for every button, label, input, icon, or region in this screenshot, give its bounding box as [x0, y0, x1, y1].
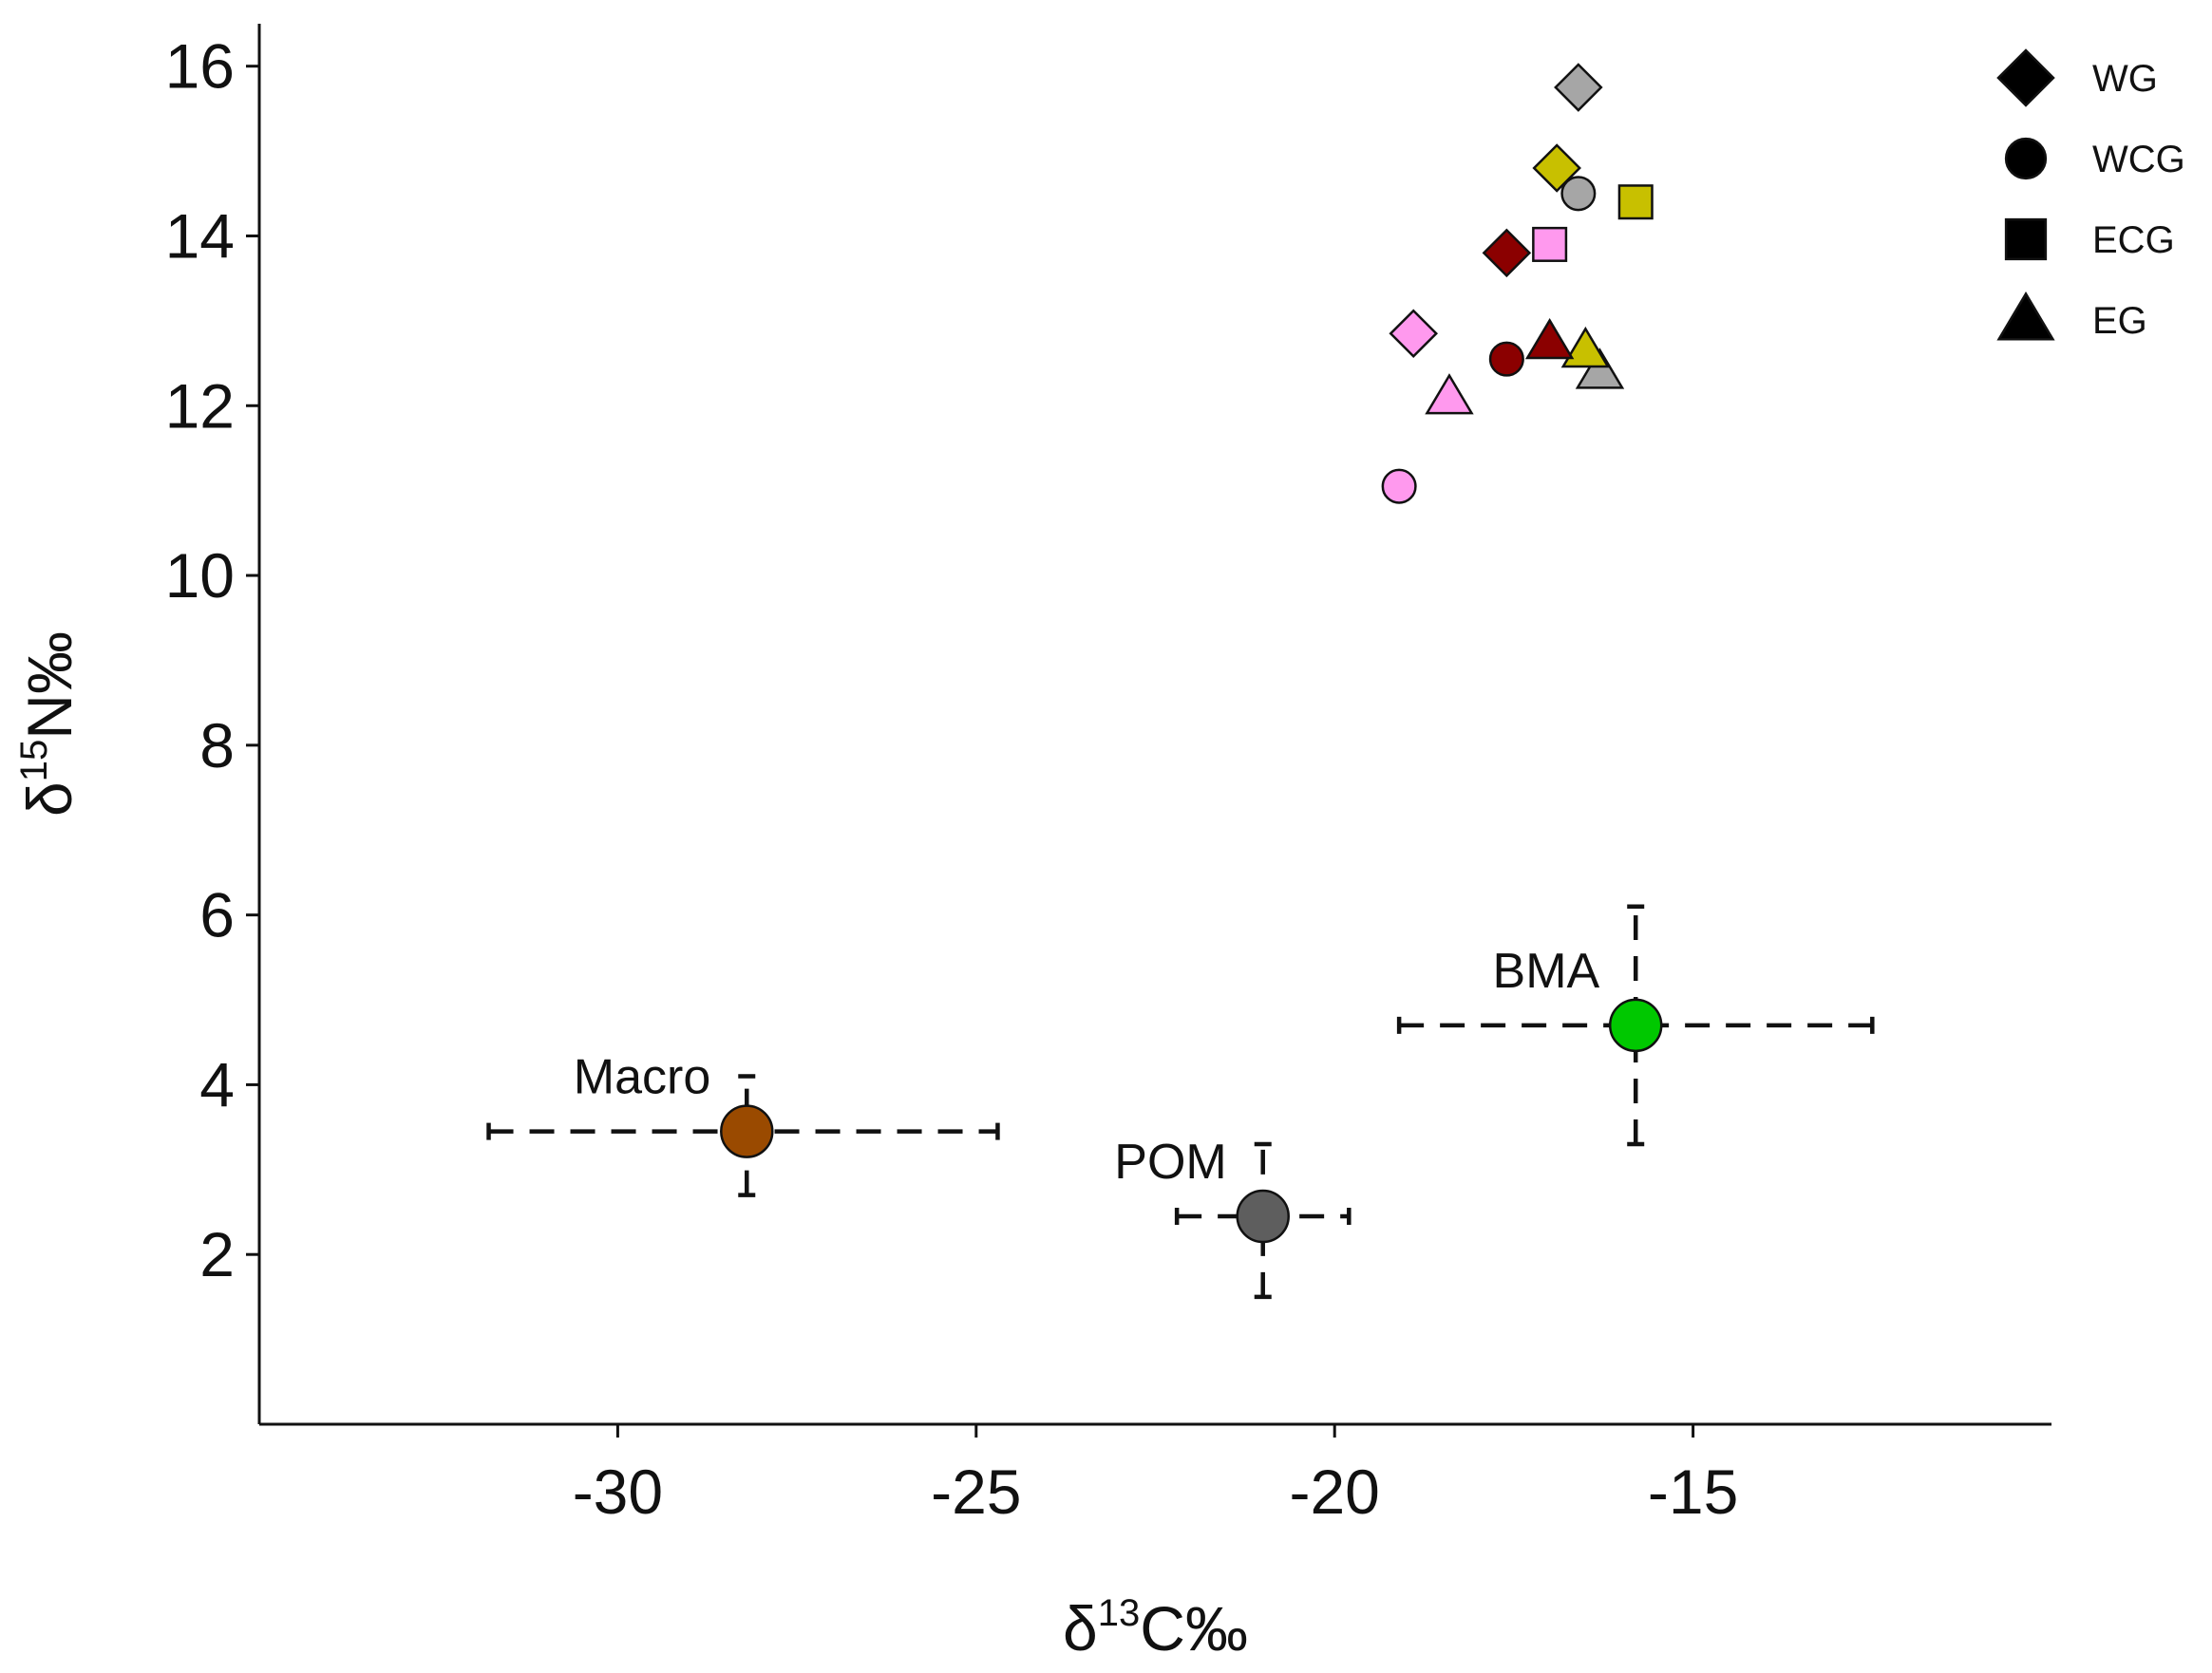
- y-tick-label: 16: [165, 31, 235, 102]
- point-wg: [1554, 63, 1603, 112]
- plot-marks: Macro POM BMA: [486, 63, 1875, 1300]
- y-tick-label: 4: [199, 1049, 235, 1119]
- source-label: Macro: [574, 1050, 710, 1105]
- legend-label: WG: [2092, 58, 2158, 100]
- source-point: [1608, 998, 1663, 1053]
- legend-item-eg: EG: [1996, 291, 2147, 342]
- y-tick-label: 6: [199, 880, 235, 950]
- x-tick-label: -30: [573, 1457, 663, 1527]
- point-wg: [1482, 228, 1532, 278]
- point-wcg: [1488, 341, 1524, 377]
- point-ecg: [1617, 184, 1654, 220]
- y-tick-label: 12: [165, 370, 235, 441]
- legend-label: EG: [2092, 300, 2147, 342]
- point-eg: [1560, 326, 1611, 368]
- ticks: -30 -25 -20 -15 2 4 6 8 10 12 14 16: [165, 31, 1739, 1527]
- point-wcg: [1560, 176, 1597, 212]
- y-tick-label: 8: [199, 710, 235, 780]
- triangle-legend-icon: [1996, 291, 2055, 341]
- source-point: [1236, 1189, 1290, 1244]
- legend-item-wcg: WCG: [2004, 137, 2185, 180]
- point-ecg: [1532, 226, 1568, 262]
- circle-legend-icon: [2004, 137, 2048, 180]
- source-label: BMA: [1493, 944, 1600, 999]
- legend: WG WCG ECG EG: [1996, 48, 2185, 342]
- point-eg: [1575, 348, 1625, 389]
- x-tick-label: -20: [1290, 1457, 1380, 1527]
- point-wg: [1389, 309, 1438, 359]
- y-tick-label: 2: [199, 1219, 235, 1289]
- axes: [257, 24, 2051, 1426]
- diamond-legend-icon: [1996, 48, 2055, 107]
- x-tick-label: -25: [931, 1457, 1021, 1527]
- legend-item-wg: WG: [1996, 48, 2158, 107]
- x-tick-label: -15: [1648, 1457, 1738, 1527]
- square-legend-icon: [2004, 217, 2048, 261]
- y-tick-label: 10: [165, 540, 235, 611]
- legend-item-ecg: ECG: [2004, 217, 2175, 261]
- source-bma: BMA: [1396, 904, 1875, 1147]
- x-axis-title: δ13C‰: [1063, 1592, 1248, 1664]
- legend-label: ECG: [2092, 219, 2175, 261]
- source-pom: POM: [1114, 1135, 1352, 1300]
- legend-label: WCG: [2092, 139, 2185, 180]
- y-tick-label: 14: [165, 200, 235, 271]
- point-wcg: [1381, 468, 1417, 504]
- point-eg: [1425, 373, 1474, 415]
- source-point: [720, 1104, 774, 1158]
- source-label: POM: [1114, 1135, 1226, 1190]
- y-axis-title: δ15N‰: [13, 631, 85, 817]
- point-eg: [1524, 317, 1575, 360]
- source-macro: Macro: [486, 1050, 1000, 1197]
